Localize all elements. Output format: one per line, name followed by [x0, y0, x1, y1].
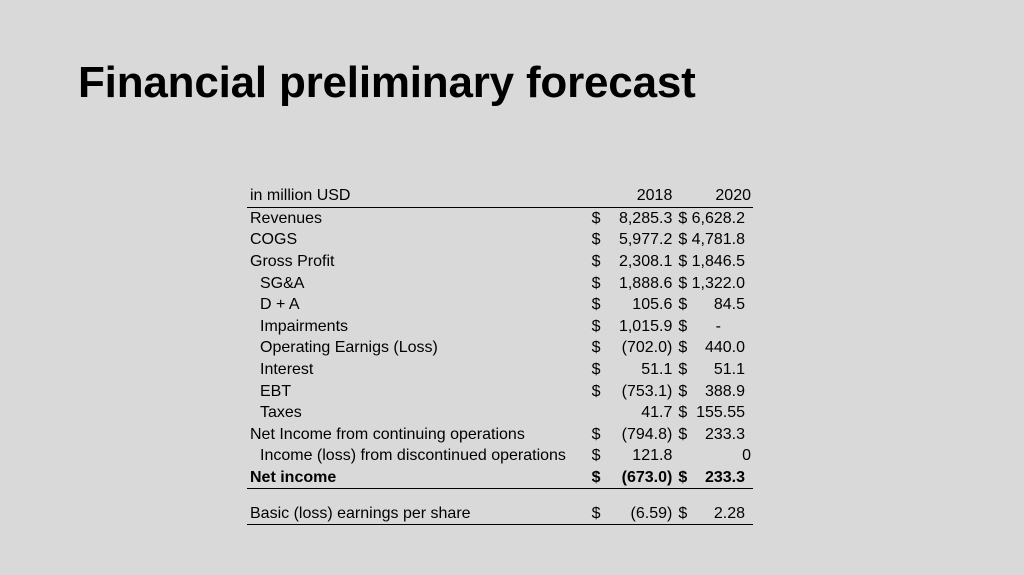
- value-2020: 233.3: [704, 425, 745, 443]
- table-row-impairments: Impairments $ 1,015.9 $ -: [247, 316, 753, 338]
- table-row-cogs: COGS $ 5,977.2 $ 4,781.8: [247, 229, 753, 251]
- value-2018: 41.7: [641, 404, 673, 422]
- value-2018: 8,285.3: [618, 209, 673, 227]
- currency-symbol: $: [591, 274, 601, 292]
- table-row-sga: SG&A $ 1,888.6 $ 1,322.0: [247, 272, 753, 294]
- row-label: Income (loss) from discontinued operatio…: [260, 447, 566, 465]
- table-row-operating-earnings: Operating Earnigs (Loss) $ (702.0) $ 440…: [247, 337, 753, 359]
- value-2018: 2,308.1: [618, 253, 673, 271]
- row-label: Impairments: [260, 317, 349, 335]
- row-label: Gross Profit: [250, 253, 335, 271]
- empty-cell: [676, 445, 691, 467]
- value-2020: 4,781.8: [691, 231, 745, 249]
- value-2018: 51.1: [641, 361, 673, 379]
- value-2020: 1,846.5: [691, 253, 745, 271]
- row-label: EBT: [260, 382, 292, 400]
- currency-symbol: $: [591, 447, 601, 465]
- value-2018: (702.0): [621, 339, 673, 357]
- row-label: Interest: [260, 361, 314, 379]
- value-2018: 1,888.6: [618, 274, 673, 292]
- table-row-net-income-continuing: Net Income from continuing operations $ …: [247, 424, 753, 446]
- currency-symbol: $: [591, 296, 601, 314]
- row-label: Revenues: [250, 209, 323, 227]
- value-2018: (6.59): [603, 502, 677, 525]
- value-2020: 6,628.2: [691, 209, 745, 227]
- currency-symbol: $: [591, 209, 601, 227]
- table-row-income-discontinued: Income (loss) from discontinued operatio…: [247, 445, 753, 467]
- currency-symbol: $: [676, 502, 692, 525]
- table-row-eps: Basic (loss) earnings per share $ (6.59)…: [247, 502, 753, 525]
- currency-symbol: $: [678, 274, 688, 292]
- row-label: D + A: [260, 296, 300, 314]
- table-row-interest: Interest $ 51.1 $ 51.1: [247, 359, 753, 381]
- currency-symbol: $: [678, 382, 688, 400]
- value-2020: 155.55: [696, 404, 745, 422]
- value-2018: 1,015.9: [618, 317, 673, 335]
- value-2018: 105.6: [632, 296, 673, 314]
- row-label: Basic (loss) earnings per share: [247, 502, 592, 525]
- value-2020: 0: [742, 447, 751, 465]
- row-label: Operating Earnigs (Loss): [260, 339, 438, 357]
- value-2020: 84.5: [713, 296, 745, 314]
- value-2018: (753.1): [621, 382, 673, 400]
- row-label: Taxes: [260, 404, 302, 422]
- currency-symbol: $: [678, 361, 688, 379]
- year-2018-header: 2018: [591, 185, 677, 208]
- currency-symbol: $: [678, 253, 688, 271]
- empty-cell: [592, 402, 604, 424]
- value-2020: 2.28: [691, 502, 753, 525]
- value-2020: 1,322.0: [691, 274, 745, 292]
- row-label: COGS: [250, 231, 298, 249]
- value-2020: 233.3: [691, 466, 753, 490]
- row-label: Net Income from continuing operations: [250, 425, 525, 443]
- currency-symbol: $: [591, 502, 604, 525]
- value-2020: 440.0: [704, 339, 745, 357]
- table-row-gross-profit: Gross Profit $ 2,308.1 $ 1,846.5: [247, 251, 753, 273]
- currency-symbol: $: [591, 231, 601, 249]
- currency-symbol: $: [678, 339, 688, 357]
- table-row-da: D + A $ 105.6 $ 84.5: [247, 294, 753, 316]
- table-row-net-income: Net income $ (673.0) $ 233.3: [247, 466, 753, 490]
- financial-table: in million USD 2018 2020 Revenues $ 8,28…: [247, 185, 753, 525]
- currency-symbol: $: [591, 466, 604, 490]
- table-row-taxes: Taxes 41.7 $ 155.55: [247, 402, 753, 424]
- spacer-cell: [247, 489, 753, 503]
- currency-symbol: $: [591, 253, 601, 271]
- table-row-ebt: EBT $ (753.1) $ 388.9: [247, 380, 753, 402]
- value-2020: -: [715, 317, 721, 335]
- table-spacer-row: [247, 489, 753, 503]
- value-2018: (673.0): [603, 466, 677, 490]
- table-row-revenues: Revenues $ 8,285.3 $ 6,628.2: [247, 207, 753, 229]
- currency-symbol: $: [678, 209, 688, 227]
- value-2020: 388.9: [704, 382, 745, 400]
- currency-symbol: $: [591, 361, 601, 379]
- currency-symbol: $: [591, 339, 601, 357]
- year-2020-header: 2020: [676, 185, 753, 208]
- currency-symbol: $: [678, 404, 688, 422]
- value-2018: (794.8): [621, 425, 673, 443]
- unit-label: in million USD: [247, 185, 592, 208]
- value-2018: 121.8: [632, 447, 673, 465]
- currency-symbol: $: [678, 296, 688, 314]
- value-2018: 5,977.2: [618, 231, 673, 249]
- currency-symbol: $: [591, 382, 601, 400]
- row-label: Net income: [247, 466, 592, 490]
- currency-symbol: $: [678, 425, 688, 443]
- currency-symbol: $: [591, 425, 601, 443]
- currency-symbol: $: [678, 231, 688, 249]
- value-2020: 51.1: [713, 361, 745, 379]
- currency-symbol: $: [591, 317, 601, 335]
- slide-title: Financial preliminary forecast: [78, 58, 696, 107]
- currency-symbol: $: [678, 317, 688, 335]
- row-label: SG&A: [260, 274, 305, 292]
- table-header-row: in million USD 2018 2020: [247, 185, 753, 208]
- currency-symbol: $: [676, 466, 692, 490]
